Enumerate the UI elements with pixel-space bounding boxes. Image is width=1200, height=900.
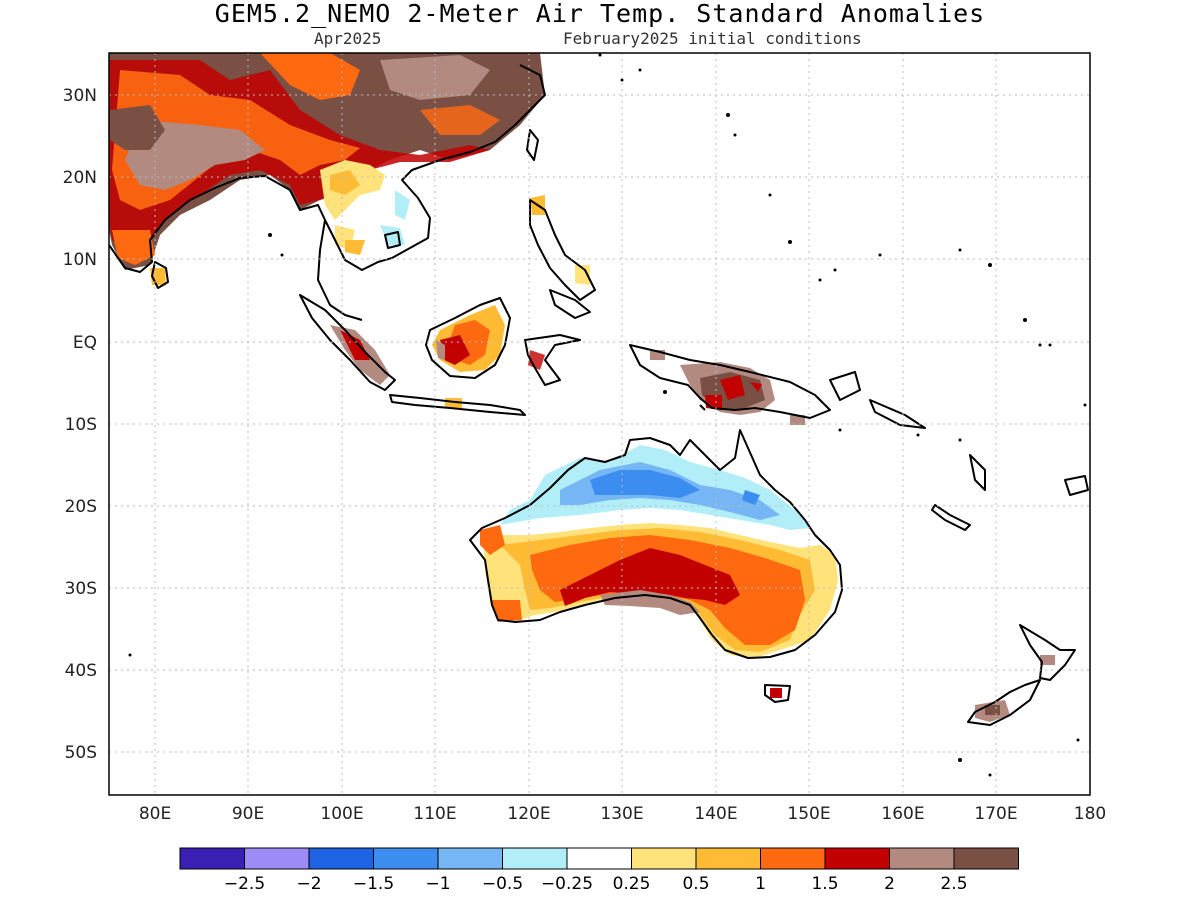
lon-label: 100E — [320, 804, 363, 824]
lon-label: 150E — [787, 804, 830, 824]
lat-label: 30N — [63, 86, 97, 106]
lon-label: 180 — [1074, 804, 1106, 824]
colorbar-swatch — [889, 847, 955, 870]
small-islands — [128, 53, 1087, 777]
lon-label: 120E — [507, 804, 550, 824]
colorbar-swatch — [824, 847, 890, 870]
colorbar-label: 1.5 — [811, 874, 838, 894]
lon-label: 170E — [974, 804, 1017, 824]
lat-label: 10S — [65, 415, 97, 435]
colorbar-swatch — [244, 847, 310, 870]
lat-label: 20S — [65, 497, 97, 517]
colorbar-swatch — [760, 847, 826, 870]
lat-label: EQ — [73, 333, 97, 353]
colorbar-swatch — [437, 847, 503, 870]
lon-label: 80E — [139, 804, 171, 824]
forecast-month: Apr2025 — [314, 29, 382, 48]
colorbar-swatch — [179, 847, 245, 870]
colorbar-label: 2.5 — [940, 874, 967, 894]
anomaly-shading — [109, 53, 1055, 722]
chart-title: GEM5.2_NEMO 2-Meter Air Temp. Standard A… — [214, 0, 986, 28]
initial-conditions: February2025 initial conditions — [563, 29, 862, 48]
colorbar-label: 1 — [755, 874, 766, 894]
colorbar-label: −1.5 — [353, 874, 394, 894]
colorbar-label: 0.5 — [682, 874, 709, 894]
map-frame — [108, 52, 1091, 796]
colorbar-label: −1 — [425, 874, 450, 894]
colorbar-label: −2.5 — [224, 874, 265, 894]
lon-label: 140E — [694, 804, 737, 824]
colorbar-swatch — [566, 847, 632, 870]
lon-label: 160E — [881, 804, 924, 824]
lon-label: 110E — [413, 804, 456, 824]
colorbar-swatch — [695, 847, 761, 870]
colorbar — [179, 847, 1019, 870]
colorbar-swatch — [953, 847, 1019, 870]
grid — [109, 53, 1090, 795]
colorbar-label: 2 — [884, 874, 895, 894]
coastlines — [109, 64, 1089, 726]
lon-label: 90E — [232, 804, 264, 824]
colorbar-label: 0.25 — [613, 874, 651, 894]
longitude-axis: 80E 90E 100E 110E 120E 130E 140E 150E 16… — [139, 804, 1106, 824]
colorbar-swatch — [308, 847, 374, 870]
latitude-axis: 30N 20N 10N EQ 10S 20S 30S 40S 50S — [63, 86, 97, 763]
lat-label: 20N — [63, 168, 97, 188]
lat-label: 10N — [63, 250, 97, 270]
lon-label: 130E — [600, 804, 643, 824]
colorbar-label: −2 — [296, 874, 321, 894]
colorbar-labels: −2.5 −2 −1.5 −1 −0.5 −0.25 0.25 0.5 1 1.5 2 2.5 — [224, 874, 968, 894]
colorbar-label: −0.5 — [482, 874, 523, 894]
colorbar-swatch — [373, 847, 439, 870]
map-content — [109, 53, 1090, 795]
lat-label: 40S — [65, 661, 97, 681]
colorbar-swatch — [502, 847, 568, 870]
lat-label: 50S — [65, 743, 97, 763]
lat-label: 30S — [65, 579, 97, 599]
colorbar-swatch — [631, 847, 697, 870]
colorbar-label: −0.25 — [541, 874, 593, 894]
